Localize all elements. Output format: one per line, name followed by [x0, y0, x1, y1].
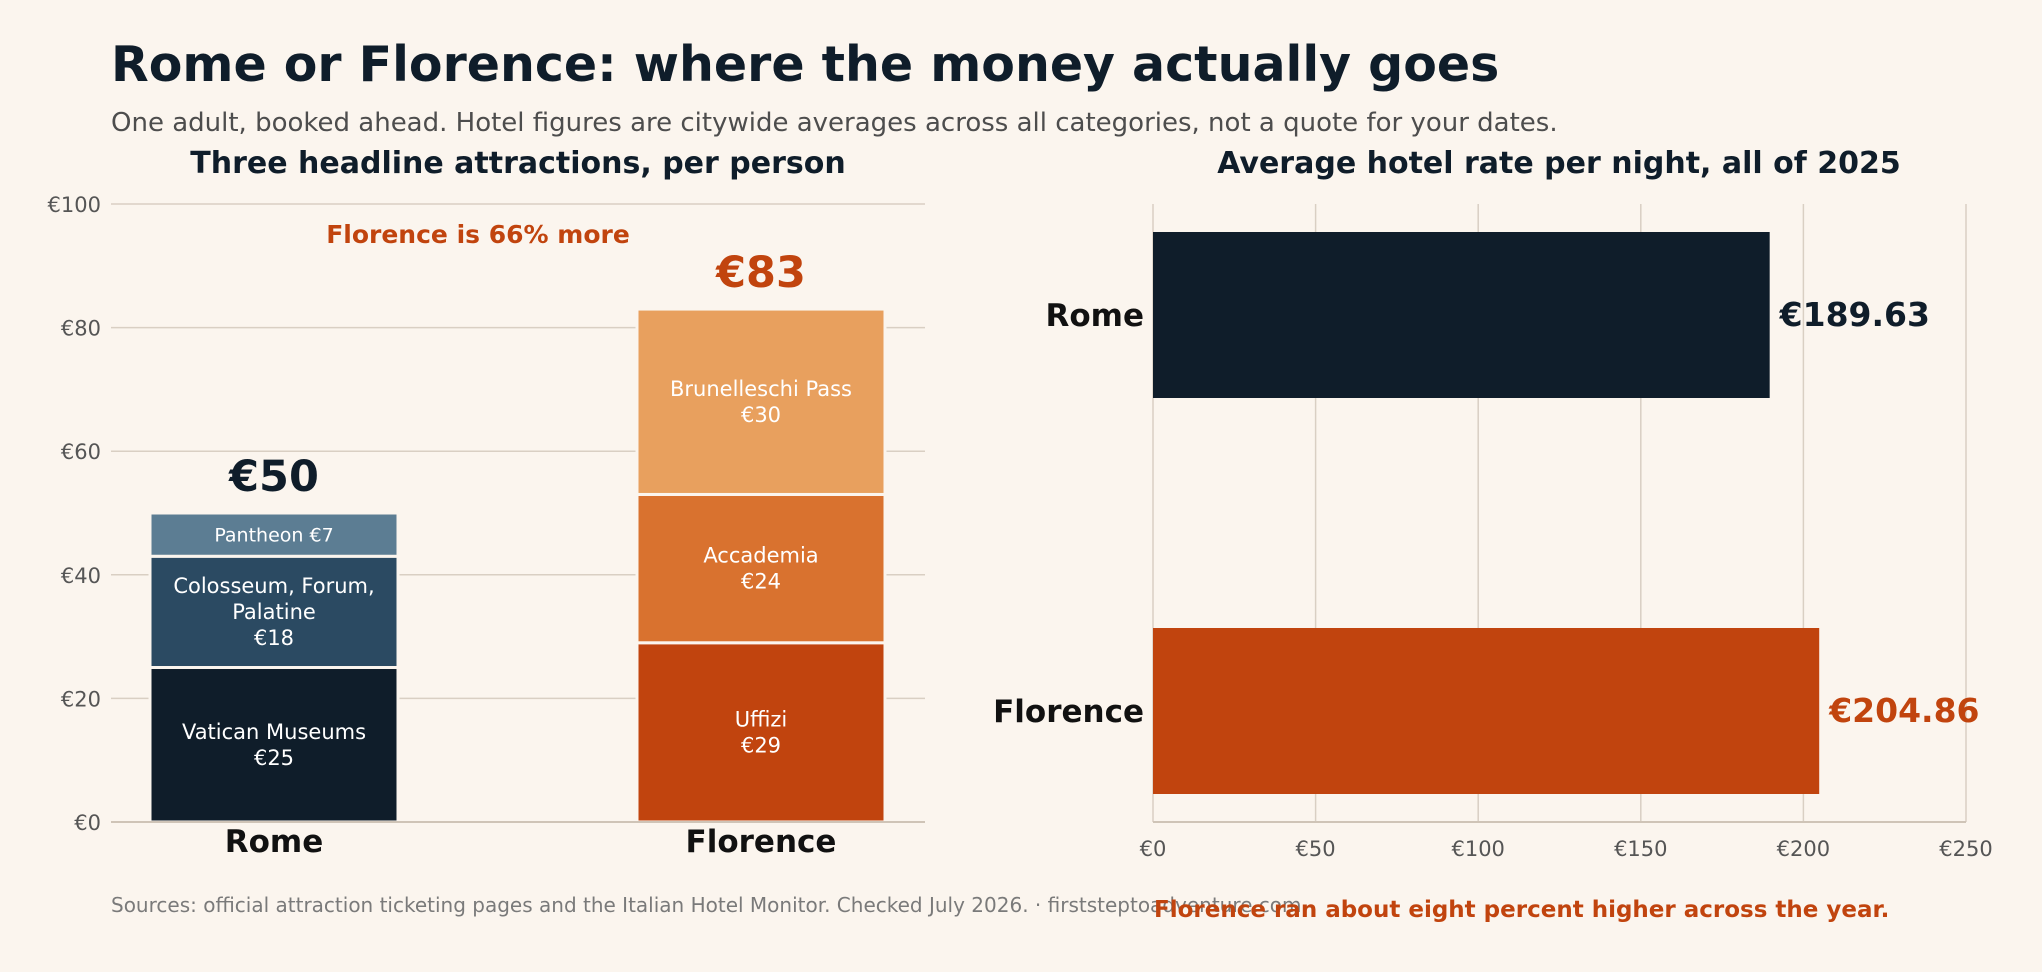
- y-tick-label: €60: [61, 440, 101, 464]
- chart-title: Rome or Florence: where the money actual…: [111, 36, 1500, 93]
- segment-value-label: €18: [254, 626, 294, 650]
- stacked-bar-accademia: [635, 492, 887, 645]
- y-category-label: Florence: [993, 694, 1144, 730]
- stacked-bar-brunelleschi-pass: [635, 307, 887, 496]
- stacked-bar-pantheon: [148, 511, 400, 558]
- hotel-bar-rome: [1153, 232, 1770, 398]
- x-tick-label: €250: [1939, 837, 1992, 861]
- segment-value-label: €30: [741, 403, 781, 427]
- hotel-bar-florence: [1153, 628, 1820, 794]
- y-tick-label: €0: [74, 811, 101, 835]
- x-tick-label: €0: [1140, 837, 1167, 861]
- x-tick-label: €200: [1777, 837, 1830, 861]
- hotel-panel-title: Average hotel rate per night, all of 202…: [1217, 146, 1901, 181]
- x-category-label: Florence: [686, 824, 837, 860]
- x-tick-label: €50: [1296, 837, 1336, 861]
- y-tick-label: €100: [48, 193, 101, 217]
- segment-name-label: Colosseum, Forum,: [173, 574, 374, 598]
- chart-subtitle: One adult, booked ahead. Hotel figures a…: [111, 108, 1558, 138]
- sources-footnote: Sources: official attraction ticketing p…: [111, 893, 1302, 917]
- y-tick-label: €40: [61, 564, 101, 588]
- attractions-panel-title: Three headline attractions, per person: [190, 146, 846, 181]
- segment-value-label: €25: [254, 746, 294, 770]
- y-tick-label: €20: [61, 687, 101, 711]
- y-tick-label: €80: [61, 317, 101, 341]
- y-category-label: Rome: [1046, 298, 1145, 334]
- x-tick-label: €150: [1614, 837, 1667, 861]
- stacked-bar-uffizi: [635, 641, 887, 824]
- segment-value-label: €24: [741, 570, 781, 594]
- x-tick-label: €100: [1451, 837, 1504, 861]
- segment-name-label: Palatine: [232, 600, 316, 624]
- hotel-value-label-rome: €189.63: [1779, 295, 1930, 334]
- stacked-bar-vatican-museums: [148, 666, 400, 824]
- segment-name-label: Brunelleschi Pass: [670, 377, 852, 401]
- total-label-rome: €50: [228, 452, 319, 502]
- segment-name-label: Uffizi: [735, 707, 788, 731]
- hotel-takeaway-note: Florence ran about eight percent higher …: [1154, 897, 1890, 923]
- hotel-value-label-florence: €204.86: [1828, 691, 1979, 730]
- x-category-label: Rome: [225, 824, 324, 860]
- total-label-florence: €83: [715, 248, 806, 298]
- segment-value-label: €29: [741, 733, 781, 757]
- comparison-annotation: Florence is 66% more: [326, 220, 630, 249]
- segment-label-pantheon: Pantheon €7: [214, 525, 333, 547]
- segment-name-label: Vatican Museums: [182, 720, 366, 744]
- segment-name-label: Accademia: [703, 544, 818, 568]
